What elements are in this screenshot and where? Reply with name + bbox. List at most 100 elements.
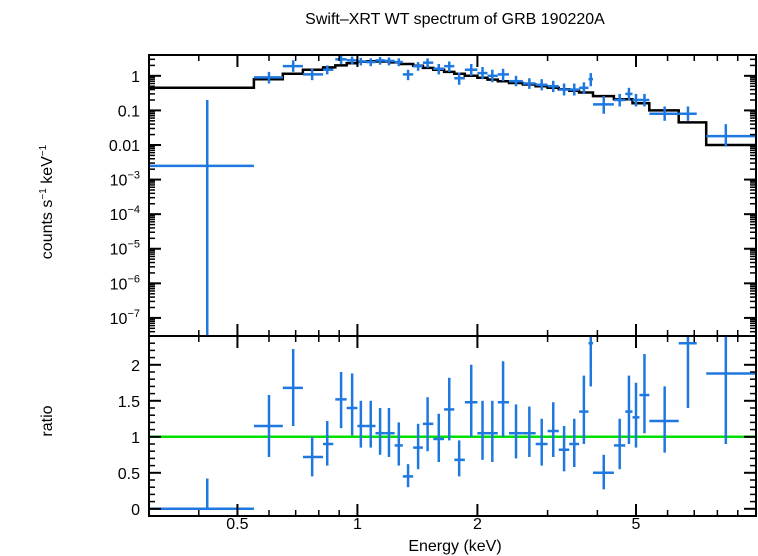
y-tick-label: 0.01 [109, 138, 140, 155]
counts-data-point [413, 62, 423, 71]
counts-panel-frame [148, 54, 757, 337]
counts-data-point [346, 56, 358, 65]
tick-exponent: −6 [127, 273, 140, 285]
counts-data-point [375, 57, 385, 65]
x-tick-label: 5 [632, 516, 641, 533]
tick-base: 10 [110, 207, 128, 224]
ratio-data-point [508, 404, 523, 459]
ratio-data-point [593, 454, 614, 490]
counts-data-point [253, 71, 283, 84]
ratio-data-point [302, 436, 324, 477]
tick-base: 10 [110, 311, 128, 328]
counts-y-axis-label: counts s−1 keV−1 [38, 144, 56, 259]
y-tick-label: 0.5 [118, 466, 140, 483]
counts-data-point [422, 58, 434, 68]
tick-exponent: −5 [127, 239, 140, 251]
ratio-data-point [558, 426, 570, 472]
y-tick-label: 10−6 [110, 273, 140, 293]
counts-data-point [625, 87, 633, 100]
ratio-data-point [497, 361, 509, 437]
tick-base: 10 [110, 242, 128, 259]
ratio-data-point [433, 413, 445, 462]
ratio-data-point [535, 418, 548, 466]
x-tick-label: 0.5 [226, 516, 248, 533]
ratio-data-point [413, 423, 423, 470]
ratio-data-point [613, 418, 626, 470]
ratio-data-point [357, 400, 366, 448]
counts-data-point [302, 68, 324, 81]
x-tick-label: 1 [353, 516, 362, 533]
chart-title: Swift–XRT WT spectrum of GRB 190220A [305, 11, 605, 28]
counts-data-point [588, 73, 594, 87]
x-tick-labels: 0.5 1 2 5 [226, 516, 640, 533]
counts-data-point [402, 69, 414, 81]
ratio-data-point [394, 422, 403, 466]
y-tick-label: 1 [131, 69, 140, 86]
counts-data-point [394, 58, 403, 67]
ratio-panel-frame [148, 335, 757, 517]
ratio-panel: 0 0.5 1 1.5 2 [118, 335, 757, 519]
counts-data-point [433, 63, 445, 75]
counts-data-point [464, 63, 478, 76]
ratio-data-point [422, 397, 434, 452]
ratio-data-point [253, 395, 283, 457]
tick-base: 10 [110, 276, 128, 293]
tick-exponent: −7 [127, 308, 140, 320]
ratio-data-point [346, 373, 358, 436]
counts-data-point [547, 80, 559, 93]
counts-data-point [454, 72, 465, 85]
counts-data-point [477, 66, 488, 80]
model-step-curve [149, 59, 756, 147]
tick-base: 10 [110, 173, 128, 190]
tick-exponent: −4 [127, 204, 140, 216]
ratio-data-point [639, 354, 650, 434]
y-tick-label: 1 [131, 430, 140, 447]
counts-data-point [678, 106, 697, 121]
ratio-data-point [477, 400, 488, 460]
ratio-data-point [678, 336, 697, 408]
y-tick-label: 10−5 [110, 239, 140, 259]
counts-data-point [357, 57, 366, 66]
x-tick-label: 2 [473, 516, 482, 533]
counts-data-point [558, 83, 570, 96]
counts-data-point [444, 61, 455, 72]
ratio-data-point [402, 464, 414, 488]
ratio-data-point [547, 402, 559, 457]
counts-data-point [508, 75, 523, 87]
ratio-axis: 0 0.5 1 1.5 2 [118, 335, 757, 519]
ratio-data-point [375, 408, 385, 455]
y-tick-label: 10−3 [110, 170, 140, 190]
counts-data-point [365, 58, 376, 67]
ratio-data-points [149, 336, 756, 511]
ratio-data-point [335, 372, 347, 429]
y-tick-label: 10−7 [110, 308, 140, 328]
ratio-data-point [706, 336, 756, 444]
ratio-data-point [444, 377, 455, 441]
ratio-data-point [282, 348, 303, 426]
counts-data-point [569, 83, 580, 96]
counts-data-point [384, 57, 395, 66]
ratio-data-point [365, 400, 376, 448]
counts-data-point [579, 82, 589, 94]
ratio-data-point [464, 364, 478, 437]
counts-data-point [593, 96, 614, 114]
counts-data-point [649, 106, 679, 121]
model-curve [149, 59, 756, 147]
counts-data-point [149, 99, 254, 336]
counts-data-point [535, 79, 548, 91]
ratio-data-point [588, 336, 594, 387]
ratio-data-point [487, 400, 498, 462]
ratio-data-point [632, 382, 640, 448]
counts-data-point [522, 78, 536, 89]
ratio-data-point [625, 375, 633, 444]
y-tick-label: 0 [131, 502, 140, 519]
counts-data-point [487, 69, 498, 83]
ratio-data-point [579, 375, 589, 444]
ratio-data-point [569, 418, 580, 468]
ratio-data-point [323, 420, 334, 466]
ratio-data-point [454, 440, 465, 477]
counts-data-point [613, 93, 626, 107]
